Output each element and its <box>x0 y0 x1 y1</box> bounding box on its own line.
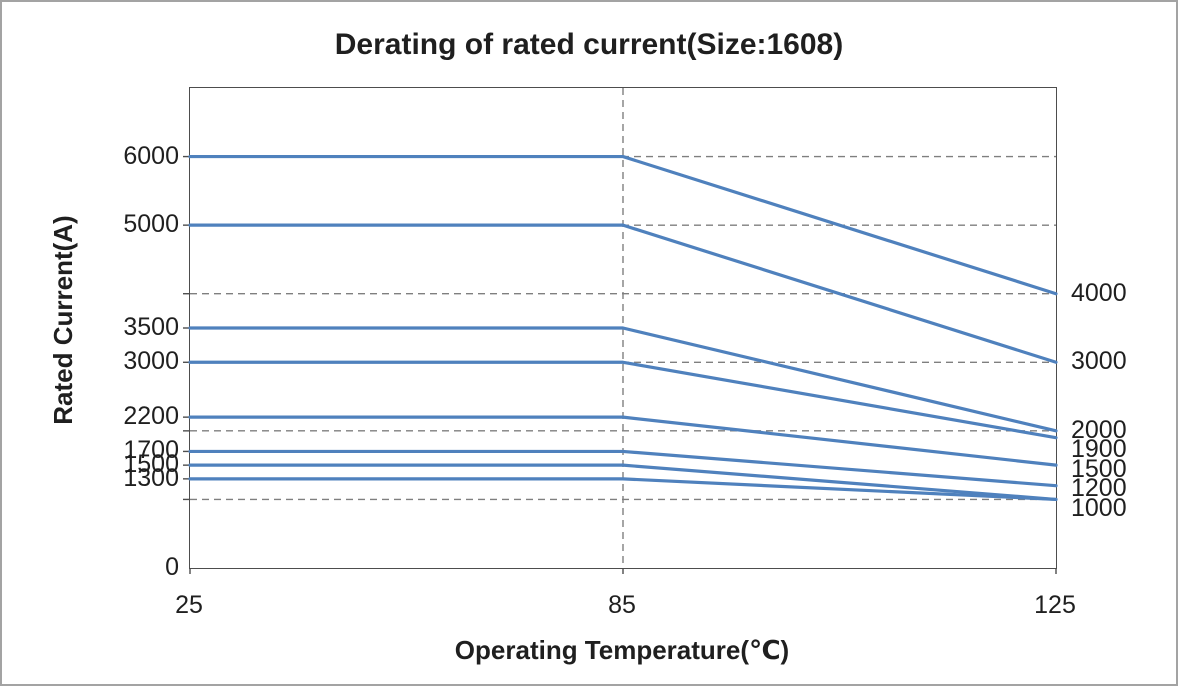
chart-title: Derating of rated current(Size:1608) <box>334 28 844 61</box>
y-tick-label-2200: 2200 <box>123 402 179 431</box>
series-line-2200 <box>188 415 1058 467</box>
series-line-3500 <box>188 326 1058 433</box>
x-tick-label-25: 25 <box>175 591 203 619</box>
right-label-1900: 1900 <box>1071 435 1127 464</box>
right-label-1200: 1200 <box>1071 474 1127 503</box>
series-line-6000 <box>188 154 1058 296</box>
series-line-1500 <box>188 463 1058 502</box>
series-line-3000 <box>188 360 1058 440</box>
y-tick-label-6000: 6000 <box>123 141 179 170</box>
x-tick-label-85: 85 <box>608 591 636 619</box>
series-line-1300 <box>188 477 1058 502</box>
chart-svg <box>183 88 1058 574</box>
x-axis-title: Operating Temperature(℃) <box>454 635 790 665</box>
series-line-1700 <box>188 449 1058 488</box>
right-label-3000: 3000 <box>1071 347 1127 376</box>
y-tick-label-1700: 1700 <box>123 436 179 465</box>
y-tick-label-5000: 5000 <box>123 210 179 239</box>
right-label-1500: 1500 <box>1071 454 1127 483</box>
right-label-1000: 1000 <box>1071 493 1127 522</box>
right-label-2000: 2000 <box>1071 415 1127 444</box>
y-tick-label-1500: 1500 <box>123 450 179 479</box>
plot-area <box>183 87 1058 574</box>
y-tick-label-3000: 3000 <box>123 347 179 376</box>
x-tick-label-125: 125 <box>1034 591 1076 619</box>
right-label-4000: 4000 <box>1071 278 1127 307</box>
y-tick-label-1300: 1300 <box>123 463 179 492</box>
y-tick-label-3500: 3500 <box>123 313 179 341</box>
series-line-5000 <box>188 223 1058 364</box>
y-tick-label-0: 0 <box>165 553 179 581</box>
